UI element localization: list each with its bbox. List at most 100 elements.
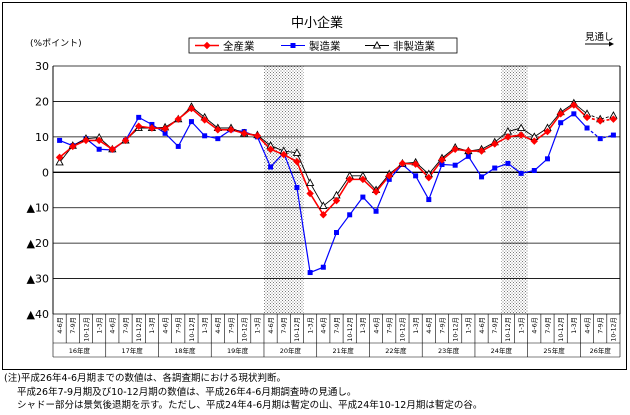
series-forecast-line-0 <box>586 116 614 122</box>
series-0-point-19 <box>306 189 314 198</box>
x-tick-label-41: 7-9月 <box>597 317 605 334</box>
series-0-point-29 <box>438 156 446 164</box>
x-tick-label-20: 4-6月 <box>320 317 328 334</box>
fiscal-year-label-6: 22年度 <box>385 346 407 355</box>
series-1-point-20 <box>320 264 326 270</box>
x-tick-label-24: 4-6月 <box>372 317 380 334</box>
series-1-point-31 <box>465 153 471 159</box>
series-0-point-3 <box>95 136 103 145</box>
x-tick-label-34: 10-12月 <box>504 317 512 342</box>
series-0-point-31 <box>464 147 473 155</box>
x-tick-label-37: 7-9月 <box>544 317 552 334</box>
y-tick-label-6: ▲30 <box>27 273 49 286</box>
x-tick-label-23: 1-3月 <box>359 317 367 334</box>
series-0-point-30 <box>451 145 459 153</box>
series-1-point-27 <box>413 173 419 179</box>
x-tick-label-14: 10-12月 <box>240 317 248 342</box>
x-tick-label-35: 1-3月 <box>517 317 525 334</box>
y-tick-label-5: ▲20 <box>27 237 49 250</box>
fiscal-year-label-5: 21年度 <box>332 346 354 355</box>
series-1-point-30 <box>452 162 458 168</box>
series-1-point-9 <box>175 143 181 149</box>
series-1-point-28 <box>426 197 432 203</box>
legend-marker-1 <box>290 43 296 48</box>
series-1-point-8 <box>162 130 168 136</box>
x-tick-label-7: 1-3月 <box>148 317 156 334</box>
fiscal-year-label-0: 16年度 <box>69 346 91 355</box>
series-0-point-26 <box>398 159 407 168</box>
y-tick-label-3: 0 <box>42 166 49 179</box>
fiscal-year-label-7: 23年度 <box>438 346 460 355</box>
series-2-point-0 <box>55 157 64 166</box>
x-tick-label-15: 1-3月 <box>254 317 262 334</box>
series-0-point-17 <box>280 150 288 159</box>
series-1-point-38 <box>558 120 564 126</box>
series-0-point-42 <box>609 115 618 123</box>
series-1-point-33 <box>492 165 498 171</box>
series-2-point-20 <box>319 201 328 209</box>
series-1-point-16 <box>268 164 274 170</box>
series-0-point-10 <box>187 104 196 113</box>
series-0-point-40 <box>583 113 591 122</box>
x-tick-label-17: 7-9月 <box>280 317 288 334</box>
x-tick-label-31: 1-3月 <box>465 317 473 334</box>
x-tick-label-26: 10-12月 <box>399 317 407 342</box>
x-tick-label-6: 10-12月 <box>135 317 143 342</box>
series-1-point-3 <box>96 146 102 152</box>
series-0-point-1 <box>69 142 77 151</box>
x-tick-label-38: 10-12月 <box>557 317 565 342</box>
series-2-point-19 <box>305 178 315 186</box>
series-1-point-35 <box>518 170 524 176</box>
fiscal-year-label-3: 19年度 <box>227 346 249 355</box>
y-tick-label-7: ▲40 <box>27 308 49 321</box>
footnote-1: (注)平成26年4-6月期までの数値は、各調査期における現状判断。 <box>4 373 287 384</box>
series-0-point-22 <box>345 175 354 184</box>
series-0-point-23 <box>359 175 367 184</box>
recession-shade-1 <box>501 66 528 314</box>
series-0-point-15 <box>253 132 262 140</box>
series-1-point-6 <box>136 114 142 120</box>
series-0-point-0 <box>55 153 64 162</box>
series-0-point-20 <box>319 211 328 219</box>
series-0-point-11 <box>200 116 209 124</box>
series-0-point-35 <box>517 131 525 139</box>
legend-marker-0 <box>203 41 211 50</box>
series-0-point-38 <box>556 110 565 118</box>
legend-box <box>188 37 458 54</box>
series-1-point-24 <box>373 208 379 214</box>
series-1-point-22 <box>347 212 353 218</box>
series-1-point-41 <box>597 136 603 142</box>
x-tick-label-25: 7-9月 <box>386 317 394 334</box>
footnote-2: 平成26年7-9月期及び10-12月期の数値は、平成26年4-6月期調査時の見通… <box>17 386 357 398</box>
x-tick-label-33: 7-9月 <box>491 317 499 334</box>
series-1-point-0 <box>57 137 63 143</box>
series-0-point-5 <box>121 136 130 145</box>
forecast-arrow-head <box>609 41 614 47</box>
series-1-point-40 <box>584 125 590 131</box>
y-axis-label: (%ポイント) <box>30 38 82 49</box>
line-chart: 30 20 10 0 ▲10 ▲20 ▲30 ▲40 4-6月 7-9月 10-12月 1-3月 4-… <box>27 15 621 358</box>
footnote-3: シャドー部分は景気後退期を示す。ただし、平成24年4-6月期は暫定の山、平成24… <box>17 400 483 411</box>
series-0-point-13 <box>227 126 235 134</box>
legend-label-2: 非製造業 <box>393 40 435 53</box>
forecast-label: 見通し <box>585 32 614 43</box>
series-0-point-14 <box>240 129 248 138</box>
x-tick-label-36: 4-6月 <box>531 317 539 334</box>
chart-frame: 30 20 10 0 ▲10 ▲20 ▲30 ▲40 4-6月 7-9月 10-12月 1-3月 4-… <box>2 2 627 370</box>
series-0-point-7 <box>148 124 156 132</box>
series-0-point-2 <box>82 136 90 145</box>
x-tick-label-18: 10-12月 <box>293 317 301 342</box>
x-tick-label-32: 4-6月 <box>478 317 486 334</box>
series-2-point-35 <box>516 123 526 132</box>
series-2-point-18 <box>292 148 302 156</box>
series-0-point-37 <box>543 127 552 136</box>
series-1-point-34 <box>505 160 511 166</box>
x-tick-label-1: 7-9月 <box>69 317 77 334</box>
series-0-point-39 <box>570 101 578 109</box>
x-tick-label-29: 7-9月 <box>438 317 446 334</box>
x-tick-label-2: 10-12月 <box>82 317 90 342</box>
series-0-point-34 <box>504 133 512 141</box>
legend-label-0: 全産業 <box>223 40 255 53</box>
x-tick-label-12: 4-6月 <box>214 317 222 334</box>
legend-label-1: 製造業 <box>309 40 341 53</box>
